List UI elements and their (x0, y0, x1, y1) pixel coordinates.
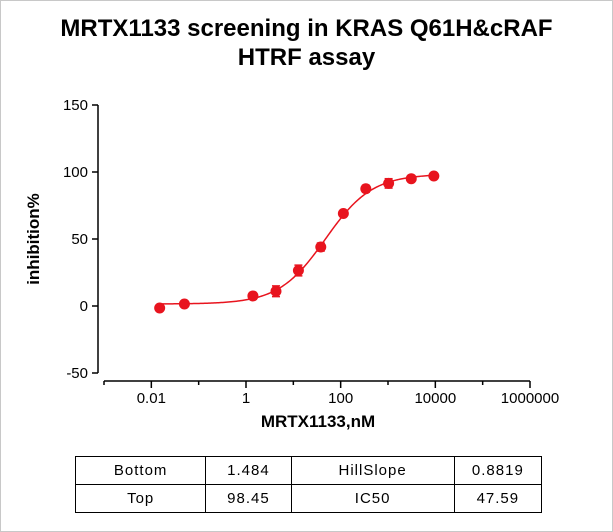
param-label-bottom: Bottom (74, 456, 207, 485)
data-point-group (178, 298, 190, 310)
param-label-top: Top (74, 484, 207, 513)
param-value-top: 98.45 (205, 484, 292, 513)
data-point (337, 208, 349, 220)
axes (92, 104, 531, 388)
data-point-group (154, 302, 166, 314)
param-value-hillslope: 0.8819 (453, 456, 543, 485)
fit-curve-layer (157, 174, 435, 305)
data-points-layer (154, 170, 440, 314)
data-point-group (315, 241, 327, 253)
x-axis-title: MRTX1133,nM (261, 412, 375, 431)
data-point (270, 285, 282, 297)
data-point (405, 173, 417, 185)
y-tick-label: 50 (71, 231, 88, 248)
data-point (178, 298, 190, 310)
data-point-group (337, 208, 349, 220)
table-row: Top 98.45 IC50 47.59 (74, 484, 543, 513)
data-point (428, 170, 440, 182)
x-tick-label: 1000000 (501, 390, 559, 407)
y-tick-label: 150 (63, 97, 88, 114)
data-point (315, 241, 327, 253)
param-value-bottom: 1.484 (205, 456, 292, 485)
data-point (360, 183, 372, 195)
y-axis-title: inhibition% (24, 193, 43, 285)
fit-curve (157, 174, 435, 305)
x-tick-label: 1 (242, 390, 250, 407)
chart-title: MRTX1133 screening in KRAS Q61H&cRAF HTR… (0, 14, 613, 72)
tick-labels-layer: -50 0 50 100 150 0.01 1 100 10000 1000000 (63, 97, 559, 407)
y-tick-label: 100 (63, 164, 88, 181)
fit-parameters-table: Bottom 1.484 HillSlope 0.8819 Top 98.45 … (74, 456, 543, 513)
data-point (247, 290, 259, 302)
x-tick-label: 100 (328, 390, 353, 407)
table-row: Bottom 1.484 HillSlope 0.8819 (74, 456, 543, 485)
x-tick-label: 0.01 (137, 390, 166, 407)
data-point-group (247, 290, 259, 302)
data-point (154, 302, 166, 314)
data-point-group (428, 170, 440, 182)
param-label-hillslope: HillSlope (290, 456, 455, 485)
data-point-group (270, 285, 282, 298)
chart-title-line-2: HTRF assay (237, 44, 376, 71)
data-point (292, 264, 304, 276)
y-tick-label: 0 (80, 298, 88, 315)
data-point-group (383, 177, 395, 189)
x-tick-label: 10000 (414, 390, 456, 407)
data-point-group (405, 173, 417, 185)
data-point (383, 177, 395, 189)
chart-title-line-1: MRTX1133 screening in KRAS Q61H&cRAF (60, 15, 553, 42)
param-label-ic50: IC50 (290, 484, 455, 513)
param-value-ic50: 47.59 (453, 484, 543, 513)
y-tick-label: -50 (66, 365, 88, 382)
data-point-group (292, 264, 304, 277)
data-point-group (360, 183, 372, 195)
